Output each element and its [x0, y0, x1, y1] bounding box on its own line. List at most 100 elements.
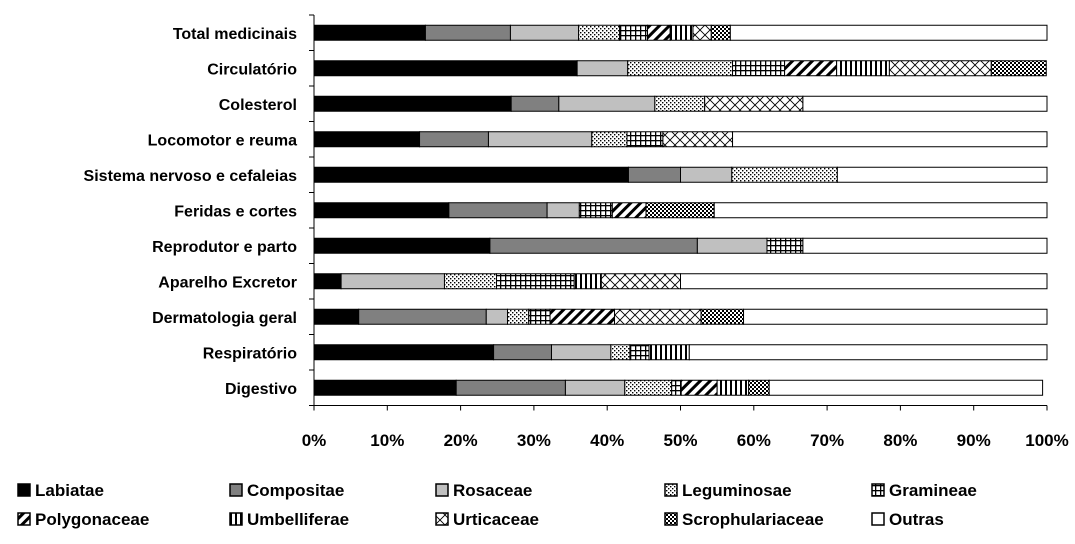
category-label-aparelho-excretor: Aparelho Excretor — [158, 274, 297, 291]
bar-segment-feridas-e-cortes-outras — [713, 202, 1048, 219]
bar-segment-circulatorio-leguminosae — [627, 60, 734, 77]
bar-segment-locomotor-e-reuma-labiatae — [313, 131, 421, 148]
legend-swatch-umbelliferae — [229, 512, 243, 526]
bar-segment-locomotor-e-reuma-rosaceae — [487, 131, 593, 148]
legend-swatch-outras — [871, 512, 885, 526]
legend-swatch-rosaceae — [435, 483, 449, 497]
bar-segment-sistema-nervoso-e-cefaleias-labiatae — [313, 166, 629, 183]
bar-segment-respiratorio-compositae — [493, 344, 552, 361]
bar-segment-dermatologia-geral-leguminosae — [507, 308, 530, 325]
legend-label-urticaceae: Urticaceae — [453, 510, 539, 529]
bar-segment-circulatorio-umbelliferae — [836, 60, 890, 77]
bar-segment-reprodutor-e-parto-labiatae — [313, 237, 491, 254]
category-label-reprodutor-e-parto: Reprodutor e parto — [152, 239, 297, 256]
bar-segment-circulatorio-labiatae — [313, 60, 578, 77]
bar-segment-total-medicinais-outras — [729, 24, 1048, 41]
category-labels: Total medicinais Circulatório Colesterol Lo… — [84, 26, 298, 398]
legend-item-gramineae: Gramineae — [871, 481, 977, 500]
bar-segment-digestivo-labiatae — [313, 379, 457, 396]
bar-segment-total-medicinais-polygonaceae — [647, 24, 671, 41]
bars-layer — [313, 24, 1048, 396]
bar-segment-colesterol-compositae — [510, 95, 560, 112]
x-tick-label-30: 30% — [517, 431, 551, 450]
bar-segment-sistema-nervoso-e-cefaleias-leguminosae — [731, 166, 838, 183]
bar-segment-respiratorio-gramineae — [629, 344, 650, 361]
bar-segment-colesterol-rosaceae — [558, 95, 656, 112]
bar-segment-dermatologia-geral-labiatae — [313, 308, 360, 325]
legend-swatch-labiatae — [17, 483, 31, 497]
category-label-digestivo: Digestivo — [225, 381, 297, 398]
x-tick-label-80: 80% — [883, 431, 917, 450]
x-tick-label-0: 0% — [302, 431, 327, 450]
category-label-total-medicinais: Total medicinais — [173, 26, 297, 43]
bar-segment-reprodutor-e-parto-gramineae — [766, 237, 804, 254]
category-label-dermatologia-geral: Dermatologia geral — [152, 310, 297, 327]
category-label-colesterol: Colesterol — [219, 97, 297, 114]
bar-segment-total-medicinais-scrophulariaceae — [710, 24, 731, 41]
bar-segment-reprodutor-e-parto-outras — [802, 237, 1048, 254]
bar-segment-digestivo-scrophulariaceae — [748, 379, 770, 396]
legend-item-polygonaceae: Polygonaceae — [17, 510, 149, 529]
bar-segment-total-medicinais-umbelliferae — [669, 24, 694, 41]
legend-label-rosaceae: Rosaceae — [453, 481, 532, 500]
legend-label-umbelliferae: Umbelliferae — [247, 510, 349, 529]
bar-segment-locomotor-e-reuma-gramineae — [626, 131, 664, 148]
bar-segment-circulatorio-gramineae — [732, 60, 786, 77]
bar-segment-total-medicinais-rosaceae — [509, 24, 580, 41]
bar-segment-locomotor-e-reuma-outras — [732, 131, 1048, 148]
bar-segment-reprodutor-e-parto-compositae — [489, 237, 698, 254]
x-tick-label-60: 60% — [737, 431, 771, 450]
bar-segment-circulatorio-polygonaceae — [784, 60, 838, 77]
bar-segment-sistema-nervoso-e-cefaleias-rosaceae — [680, 166, 733, 183]
x-tick-label-10: 10% — [370, 431, 404, 450]
bar-segment-aparelho-excretor-outras — [680, 273, 1048, 290]
bar-segment-feridas-e-cortes-gramineae — [578, 202, 613, 219]
bar-segment-digestivo-leguminosae — [624, 379, 673, 396]
x-tick-label-50: 50% — [663, 431, 697, 450]
bar-segment-aparelho-excretor-leguminosae — [443, 273, 498, 290]
legend-label-compositae: Compositae — [247, 481, 344, 500]
legend-swatch-leguminosae — [664, 483, 678, 497]
bar-segment-respiratorio-outras — [688, 344, 1048, 361]
legend-label-gramineae: Gramineae — [889, 481, 977, 500]
bar-segment-digestivo-rosaceae — [564, 379, 626, 396]
bar-segment-dermatologia-geral-compositae — [358, 308, 487, 325]
bar-segment-respiratorio-labiatae — [313, 344, 495, 361]
x-tick-label-90: 90% — [957, 431, 991, 450]
bar-segment-respiratorio-umbelliferae — [648, 344, 690, 361]
bar-segment-colesterol-outras — [802, 95, 1048, 112]
bar-segment-colesterol-labiatae — [313, 95, 512, 112]
bar-segment-total-medicinais-leguminosae — [578, 24, 621, 41]
legend-swatch-compositae — [229, 483, 243, 497]
legend-swatch-polygonaceae — [17, 512, 31, 526]
x-tick-label-100: 100% — [1025, 431, 1068, 450]
legend-label-labiatae: Labiatae — [35, 481, 104, 500]
x-tick-label-20: 20% — [444, 431, 478, 450]
bar-segment-dermatologia-geral-gramineae — [528, 308, 551, 325]
category-label-respiratorio: Respiratório — [203, 345, 297, 362]
bar-segment-respiratorio-rosaceae — [550, 344, 612, 361]
bar-segment-locomotor-e-reuma-compositae — [419, 131, 489, 148]
legend-item-scrophulariaceae: Scrophulariaceae — [664, 510, 824, 529]
bar-segment-aparelho-excretor-gramineae — [496, 273, 575, 290]
legend-label-polygonaceae: Polygonaceae — [35, 510, 149, 529]
bar-segment-aparelho-excretor-labiatae — [313, 273, 342, 290]
bar-segment-locomotor-e-reuma-urticaceae — [662, 131, 734, 148]
bar-segment-digestivo-outras — [768, 379, 1044, 396]
bar-segment-feridas-e-cortes-rosaceae — [546, 202, 580, 219]
bar-segment-reprodutor-e-parto-rosaceae — [696, 237, 768, 254]
bar-segment-circulatorio-urticaceae — [888, 60, 992, 77]
bar-segment-aparelho-excretor-rosaceae — [340, 273, 445, 290]
x-tick-label-70: 70% — [810, 431, 844, 450]
category-label-circulatorio: Circulatório — [207, 61, 297, 78]
legend-label-scrophulariaceae: Scrophulariaceae — [682, 510, 824, 529]
bar-segment-locomotor-e-reuma-leguminosae — [591, 131, 628, 148]
bar-segment-feridas-e-cortes-polygonaceae — [611, 202, 647, 219]
bar-segment-sistema-nervoso-e-cefaleias-compositae — [627, 166, 682, 183]
legend-swatch-scrophulariaceae — [664, 512, 678, 526]
bar-segment-dermatologia-geral-polygonaceae — [549, 308, 616, 325]
legend-item-urticaceae: Urticaceae — [435, 510, 539, 529]
bar-segment-total-medicinais-gramineae — [619, 24, 649, 41]
category-label-locomotor-e-reuma: Locomotor e reuma — [148, 132, 297, 149]
